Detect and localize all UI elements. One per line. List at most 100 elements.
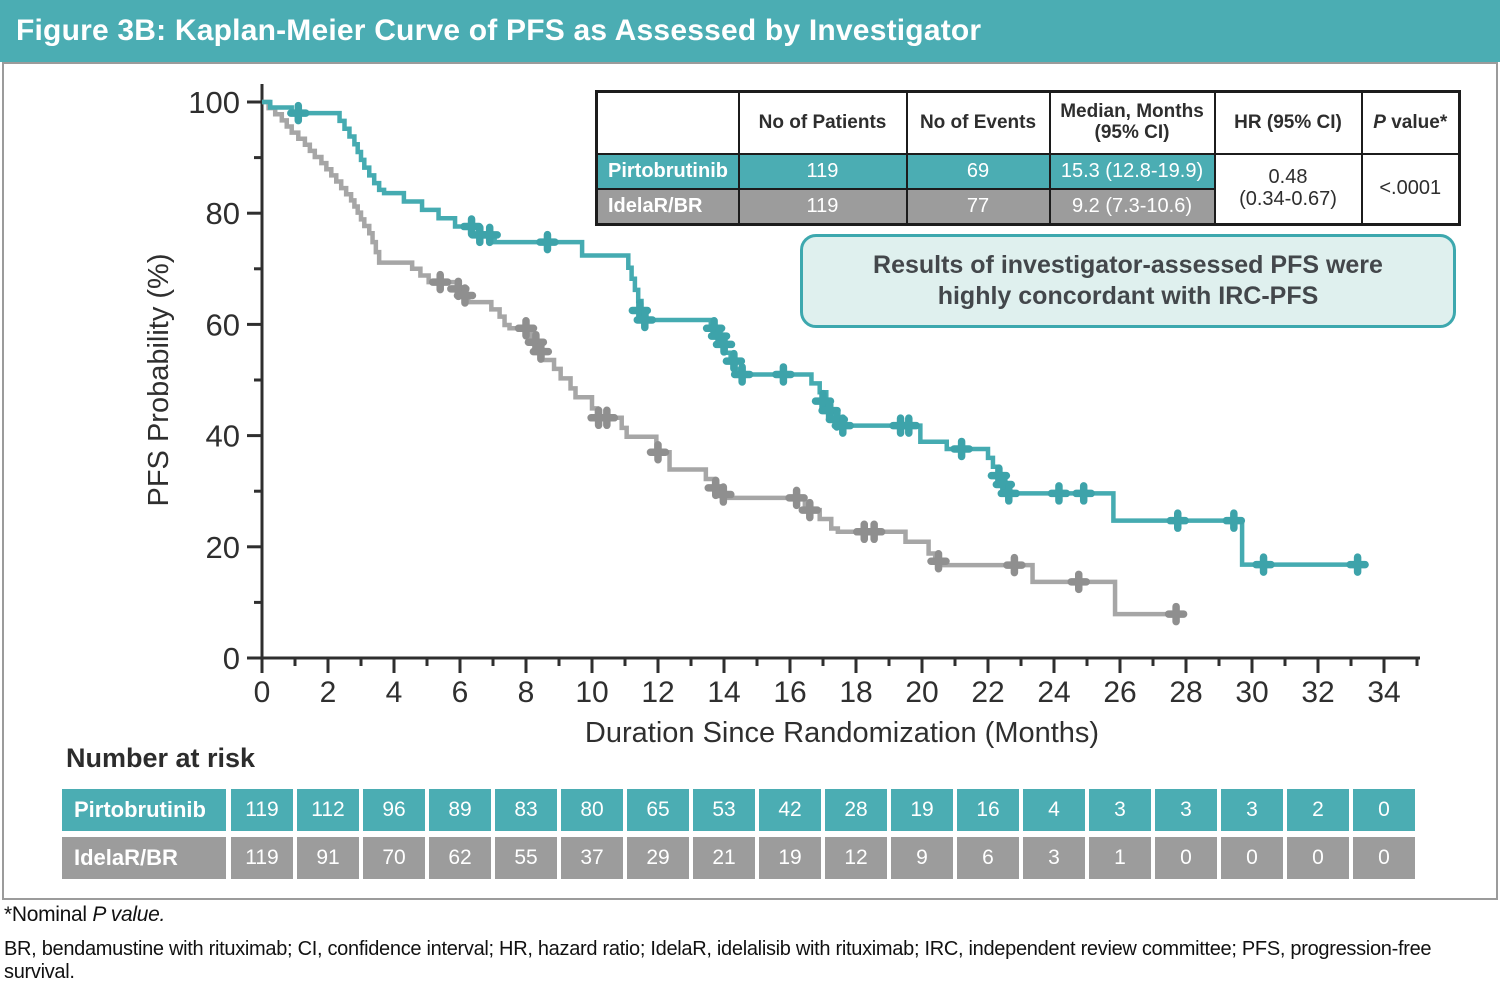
risk-cell: 112 (297, 789, 359, 831)
x-tick-label: 26 (1103, 676, 1136, 709)
risk-cell: 3 (1089, 789, 1151, 831)
stats-idelarbr-median: 9.2 (7.3-10.6) (1048, 188, 1216, 226)
risk-cell: 89 (429, 789, 491, 831)
stats-hr-line2: (0.34-0.67) (1239, 188, 1337, 210)
risk-cell: 65 (627, 789, 689, 831)
risk-cell: 70 (363, 837, 425, 879)
footnote-abbreviations: BR, bendamustine with rituximab; CI, con… (4, 938, 1432, 983)
idelar-br-censor-marks (428, 270, 1188, 626)
x-tick-label: 28 (1169, 676, 1202, 709)
x-tick-label: 16 (773, 676, 806, 709)
risk-cell: 37 (561, 837, 623, 879)
censor-mark (1003, 553, 1026, 577)
x-axis-title: Duration Since Randomization (Months) (585, 717, 1099, 749)
censor-mark (712, 333, 736, 356)
stats-label-pirtobrutinib: Pirtobrutinib (595, 153, 740, 190)
risk-cell: 0 (1221, 837, 1283, 879)
risk-cell: 0 (1353, 789, 1415, 831)
stats-label-idelarbr: IdelaR/BR (595, 188, 740, 226)
censor-mark (453, 284, 477, 307)
x-tick-label: 12 (641, 676, 674, 709)
risk-row-label-pirtobrutinib: Pirtobrutinib (62, 789, 226, 831)
censor-mark (712, 483, 735, 506)
censor-mark (927, 550, 950, 573)
risk-cell: 42 (759, 789, 821, 831)
censor-mark (831, 414, 855, 437)
stats-header-median: Median, Months (95% CI) (1048, 90, 1216, 155)
risk-cell: 16 (957, 789, 1019, 831)
risk-cell: 21 (693, 837, 755, 879)
risk-cell: 3 (1221, 789, 1283, 831)
x-tick-label: 32 (1301, 676, 1334, 709)
censor-mark (529, 340, 553, 363)
censor-mark (1072, 482, 1095, 505)
censor-mark (1252, 553, 1275, 576)
risk-cell: 91 (297, 837, 359, 879)
censor-mark (1166, 509, 1189, 532)
y-axis-title: PFS Probability (%) (143, 253, 175, 506)
stats-header-row: No of Patients No of Events Median, Mont… (595, 90, 1461, 155)
censor-mark (722, 349, 746, 373)
risk-cell: 119 (231, 789, 293, 831)
figure-title: Figure 3B: Kaplan-Meier Curve of PFS as … (16, 14, 982, 47)
risk-cell: 0 (1287, 837, 1349, 879)
censor-mark (1222, 509, 1246, 532)
stats-pirtobrutinib-events: 69 (905, 153, 1051, 190)
figure-panel: 0 20 40 60 80 100 0 2 4 6 8 10 12 14 16 18 20 22 24 26 28 30 3… (2, 62, 1498, 900)
stats-p-value: <.0001 (1360, 153, 1461, 226)
stats-header-patients: No of Patients (737, 90, 908, 155)
stats-header-p-rest: value* (1385, 111, 1448, 133)
figure-title-bar: Figure 3B: Kaplan-Meier Curve of PFS as … (0, 0, 1500, 62)
x-tick-label: 34 (1367, 676, 1400, 709)
censor-mark (785, 486, 808, 510)
risk-cell: 3 (1155, 789, 1217, 831)
x-tick-label: 6 (452, 676, 469, 709)
x-tick-label: 8 (518, 676, 535, 709)
stats-idelarbr-events: 77 (905, 188, 1051, 226)
censor-mark (772, 363, 795, 386)
risk-cell: 83 (495, 789, 557, 831)
y-tick-label: 80 (206, 196, 240, 231)
stats-row-idelarbr: IdelaR/BR 119 77 9.2 (7.3-10.6) (595, 188, 1460, 226)
censor-mark (997, 482, 1021, 505)
summary-stats-table: No of Patients No of Events Median, Mont… (595, 90, 1461, 226)
censor-mark (862, 520, 886, 544)
stats-pirtobrutinib-median: 15.3 (12.8-19.9) (1048, 153, 1216, 190)
stats-idelarbr-patients: 119 (737, 188, 908, 226)
risk-cell: 12 (825, 837, 887, 879)
censor-mark (633, 308, 657, 332)
y-tick-label: 20 (206, 530, 240, 565)
risk-cell: 53 (693, 789, 755, 831)
risk-cell: 9 (891, 837, 953, 879)
risk-cell: 80 (561, 789, 623, 831)
stats-hazard-ratio: 0.48 (0.34-0.67) (1213, 153, 1363, 226)
x-tick-label: 18 (839, 676, 872, 709)
stats-header-hr: HR (95% CI) (1213, 90, 1363, 155)
x-tick-label: 30 (1235, 676, 1268, 709)
risk-cell: 96 (363, 789, 425, 831)
x-tick-label: 24 (1037, 676, 1070, 709)
y-tick-label: 0 (223, 641, 240, 676)
censor-mark (514, 317, 538, 340)
risk-cell: 19 (759, 837, 821, 879)
y-tick-label: 40 (206, 419, 240, 454)
risk-cell: 6 (957, 837, 1019, 879)
stats-hr-line1: 0.48 (1268, 166, 1308, 189)
risk-cell: 1 (1089, 837, 1151, 879)
censor-mark (730, 363, 754, 386)
censor-mark (478, 223, 501, 247)
footnote-nominal-p: *Nominal P value. (4, 903, 165, 927)
footnote-italic: P value. (92, 903, 166, 926)
number-at-risk-heading: Number at risk (66, 743, 256, 773)
pirtobrutinib-censor-marks (287, 101, 1369, 576)
concordance-callout: Results of investigator-assessed PFS wer… (800, 234, 1456, 328)
censor-mark (536, 230, 559, 254)
risk-cell: 3 (1023, 837, 1085, 879)
stats-row-pirtobrutinib: Pirtobrutinib 119 69 15.3 (12.8-19.9) 0.… (595, 153, 1461, 226)
x-tick-label: 2 (320, 676, 337, 709)
censor-mark (897, 414, 921, 437)
stats-header-pvalue: P value* (1360, 90, 1461, 155)
y-tick-label: 60 (206, 307, 240, 342)
risk-cell: 2 (1287, 789, 1349, 831)
